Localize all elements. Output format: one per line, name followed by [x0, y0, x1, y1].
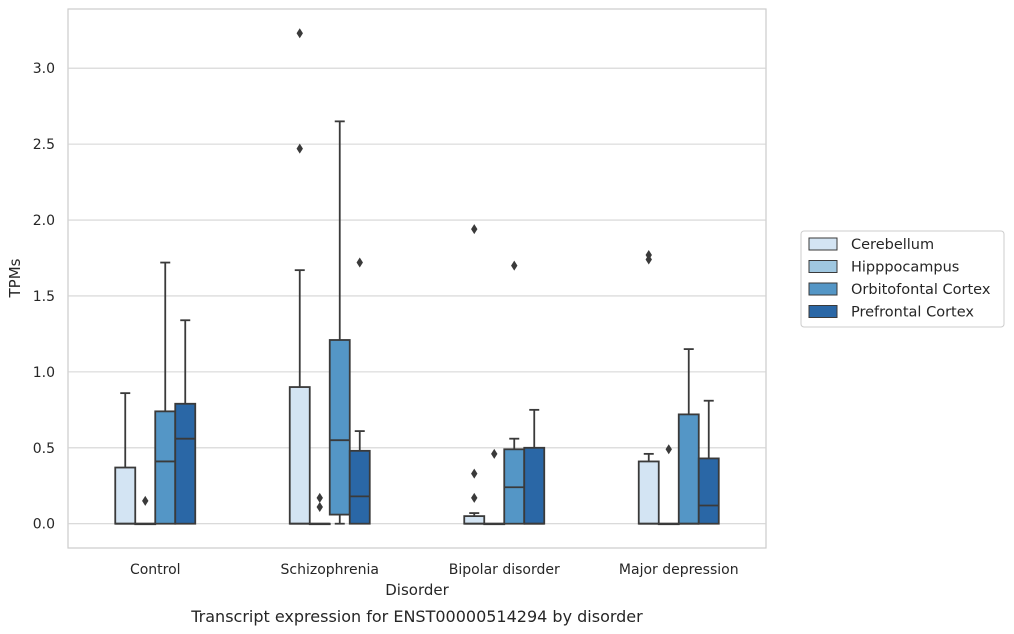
y-tick-label: 1.5	[33, 289, 55, 305]
box-body	[697, 457, 720, 525]
x-tick-label: Control	[130, 562, 181, 578]
box-prefrontal-cortex-0	[174, 319, 197, 525]
legend-frame	[800, 230, 1005, 328]
y-tick-label: 0.0	[33, 517, 55, 533]
legend-swatch-0	[808, 237, 838, 251]
legend-label-1: Hipppocampus	[851, 260, 959, 276]
box-prefrontal-cortex-1	[348, 257, 371, 525]
legend: Cerebellum Hipppocampus Orbitofontal Corte…	[800, 230, 1005, 328]
outlier-point	[142, 495, 149, 506]
x-tick-label: Bipolar disorder	[449, 562, 560, 578]
outlier-point	[316, 492, 323, 503]
box-cerebellum-2	[463, 224, 486, 525]
x-tick-label: Major depression	[619, 562, 739, 578]
legend-swatch-3	[808, 305, 838, 318]
y-tick-labels: 0.0 0.5 1.0 1.5 2.0 2.5 3.0	[33, 61, 55, 532]
outlier-point	[665, 444, 672, 455]
box-body	[328, 339, 351, 516]
legend-label-0: Cerebellum	[851, 237, 934, 253]
box-cerebellum-1	[288, 28, 311, 525]
outlier-point	[316, 502, 323, 513]
x-tick-labels: Control Schizophrenia Bipolar disorder Majo…	[130, 562, 739, 578]
boxes-layer	[114, 28, 720, 526]
legend-label-2: Orbitofontal Cortex	[851, 282, 991, 298]
outlier-point	[471, 468, 478, 479]
outlier-point	[296, 143, 303, 154]
box-orbitofontal-cortex-2	[503, 260, 526, 525]
outlier-point	[491, 448, 498, 459]
box-orbitofontal-cortex-1	[328, 120, 351, 525]
box-body	[174, 402, 197, 525]
outlier-point	[296, 28, 303, 39]
chart-caption: Transcript expression for ENST0000051429…	[190, 607, 643, 626]
y-axis-label: TPMs	[6, 258, 24, 298]
box-body	[463, 515, 486, 525]
outlier-point	[511, 260, 518, 271]
outlier-point	[471, 492, 478, 503]
outlier-point	[356, 257, 363, 268]
box-cerebellum-3	[637, 249, 660, 525]
y-tick-label: 0.5	[33, 441, 55, 457]
outlier-point	[471, 224, 478, 235]
box-prefrontal-cortex-2	[523, 408, 546, 525]
y-tick-label: 2.5	[33, 137, 55, 153]
y-tick-label: 1.0	[33, 365, 55, 381]
y-tick-label: 2.0	[33, 213, 55, 229]
legend-swatch-2	[808, 282, 838, 296]
x-tick-label: Schizophrenia	[281, 562, 379, 578]
box-hipppocampus-1	[308, 492, 331, 526]
box-body	[154, 410, 177, 525]
legend-swatch-1	[808, 260, 838, 273]
legend-label-3: Prefrontal Cortex	[851, 305, 974, 321]
box-body	[523, 446, 546, 525]
box-prefrontal-cortex-3	[697, 399, 720, 525]
box-cerebellum-0	[114, 392, 137, 525]
box-body	[637, 460, 660, 525]
box-body	[114, 466, 137, 525]
box-body	[288, 386, 311, 525]
y-tick-label: 3.0	[33, 61, 55, 77]
box-body	[677, 413, 700, 525]
outlier-point	[645, 249, 652, 260]
box-body	[348, 449, 371, 525]
box-orbitofontal-cortex-0	[154, 261, 177, 525]
x-axis-label: Disorder	[385, 581, 449, 599]
